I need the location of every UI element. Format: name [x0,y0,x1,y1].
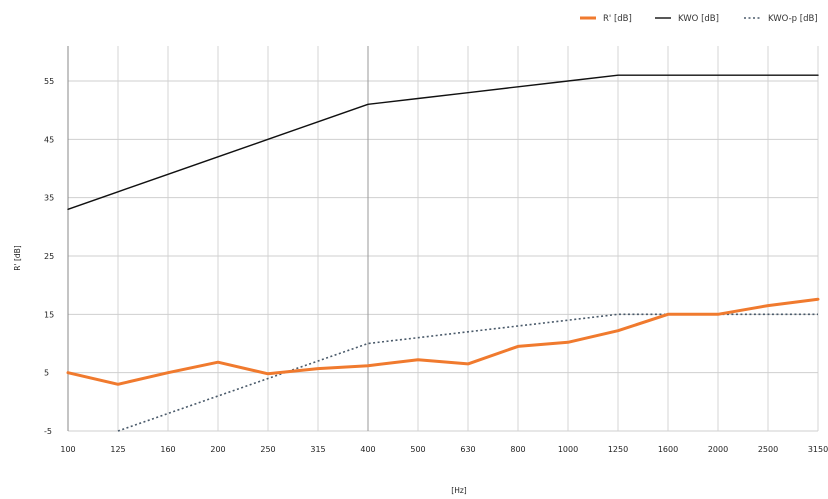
x-tick-label: 800 [510,445,525,454]
y-axis-label: R' [dB] [13,245,22,270]
y-tick-label: 15 [44,310,54,319]
y-tick-label: 55 [44,77,54,86]
x-tick-label: 2500 [758,445,778,454]
x-tick-labels: 100 125 160 200 250 315 400 500 630 800 1000 1250 16… [60,445,828,454]
y-tick-labels: -5 5 15 25 35 45 55 [44,77,54,436]
x-tick-label: 1000 [558,445,578,454]
x-tick-label: 3150 [808,445,828,454]
x-tick-label: 250 [260,445,275,454]
series-line-0 [66,297,820,386]
series-line-1 [67,74,819,211]
y-tick-label: 45 [44,135,54,144]
x-axis-label: [Hz] [451,486,467,495]
legend-label-1: KWO [dB] [678,14,719,24]
legend-label-0: R' [dB] [603,14,632,24]
y-tick-label: 5 [44,369,49,378]
legend: R' [dB] KWO [dB] KWO-p [dB] [580,14,818,24]
x-tick-label: 2000 [708,445,728,454]
grid [67,46,819,432]
x-tick-label: 100 [60,445,75,454]
y-tick-label: 25 [44,252,54,261]
series-layer [66,74,820,432]
x-tick-label: 500 [410,445,425,454]
x-tick-label: 1250 [608,445,628,454]
y-tick-label: 35 [44,194,54,203]
x-tick-label: 200 [210,445,225,454]
x-tick-label: 315 [310,445,325,454]
legend-label-2: KWO-p [dB] [768,14,818,24]
y-tick-label: -5 [44,427,52,436]
x-tick-label: 630 [460,445,475,454]
x-tick-label: 400 [360,445,375,454]
x-tick-label: 125 [110,445,125,454]
x-tick-label: 160 [160,445,175,454]
x-tick-label: 1600 [658,445,678,454]
